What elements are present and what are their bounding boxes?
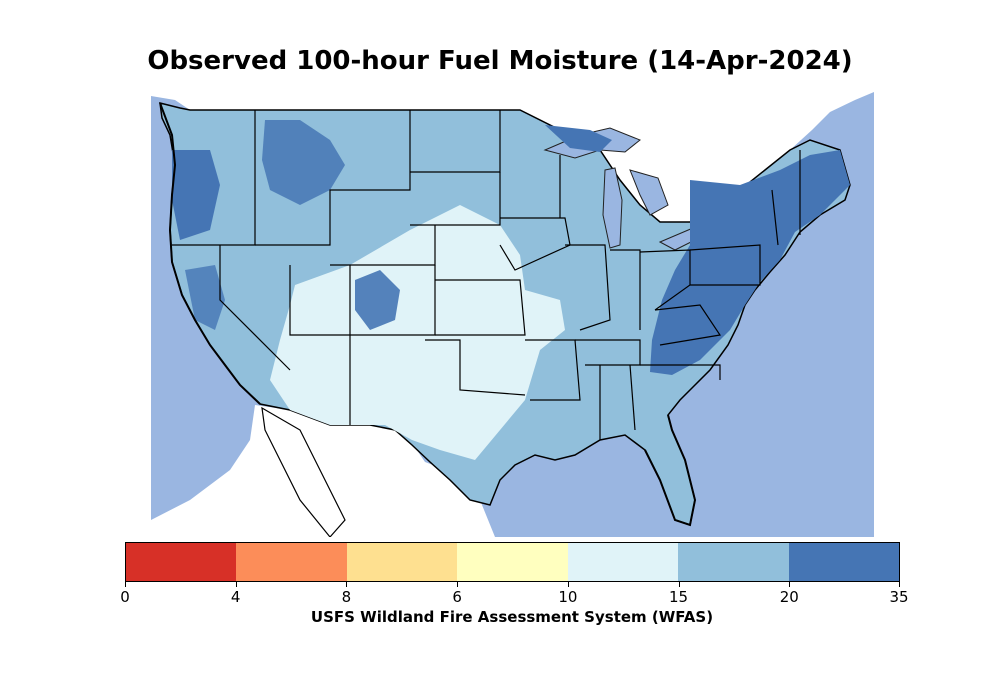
- wet-region-northern-rockies: [262, 120, 345, 205]
- lake-michigan: [602, 167, 623, 249]
- colorbar-tick: [125, 582, 126, 587]
- colorbar-tick: [457, 582, 459, 587]
- florida-coastline: [644, 414, 697, 527]
- colorbar-tick: [678, 582, 680, 587]
- fuel-moisture-map: [151, 84, 874, 537]
- baja-peninsula: [261, 406, 346, 537]
- colorbar-tick-label: 20: [779, 588, 799, 606]
- map-title: Observed 100-hour Fuel Moisture (14-Apr-…: [147, 46, 853, 76]
- colorbar-tick-label: 15: [669, 588, 689, 606]
- dry-interior-region: [270, 205, 565, 460]
- colorbar-tick-label: 0: [120, 588, 130, 606]
- colorbar-segment-15-20: [678, 543, 789, 581]
- colorbar-segment-20-35: [788, 543, 899, 581]
- colorbar-segment-8-10: [457, 543, 568, 581]
- colorbar-tick-label: 4: [230, 588, 241, 606]
- colorbar-tick-label: 35: [889, 588, 909, 606]
- state-borders: [172, 110, 801, 440]
- colorbar-tick-label: 8: [341, 588, 352, 606]
- lake-huron: [629, 169, 669, 216]
- colorbar-ticks: 0 4 8 6 10 15 20 35: [120, 582, 909, 608]
- wet-region-upper-midwest: [545, 125, 612, 152]
- colorbar: [125, 542, 900, 582]
- west-coastline: [159, 102, 261, 405]
- mexico-land: [151, 405, 495, 537]
- colorbar-tick-label: 6: [452, 588, 462, 606]
- wet-region-sierra: [185, 265, 225, 330]
- conus-map-svg: [151, 84, 874, 537]
- colorbar-segment-10-15: [567, 543, 679, 581]
- colorbar-segment-6-8: [346, 543, 458, 581]
- colorbar-segment-4-6: [236, 543, 347, 581]
- wet-region-pacific-northwest: [172, 150, 220, 240]
- colorbar-tick-label: 10: [558, 588, 578, 606]
- colorbar-tick: [789, 582, 791, 587]
- colorbar-segment-0-4: [126, 543, 237, 581]
- colorbar-tick: [346, 582, 348, 587]
- source-label: USFS Wildland Fire Assessment System (WF…: [310, 608, 714, 626]
- colorbar-tick: [235, 582, 237, 587]
- wet-region-colorado: [355, 270, 400, 330]
- colorbar-tick: [899, 582, 900, 587]
- colorbar-tick: [567, 582, 569, 587]
